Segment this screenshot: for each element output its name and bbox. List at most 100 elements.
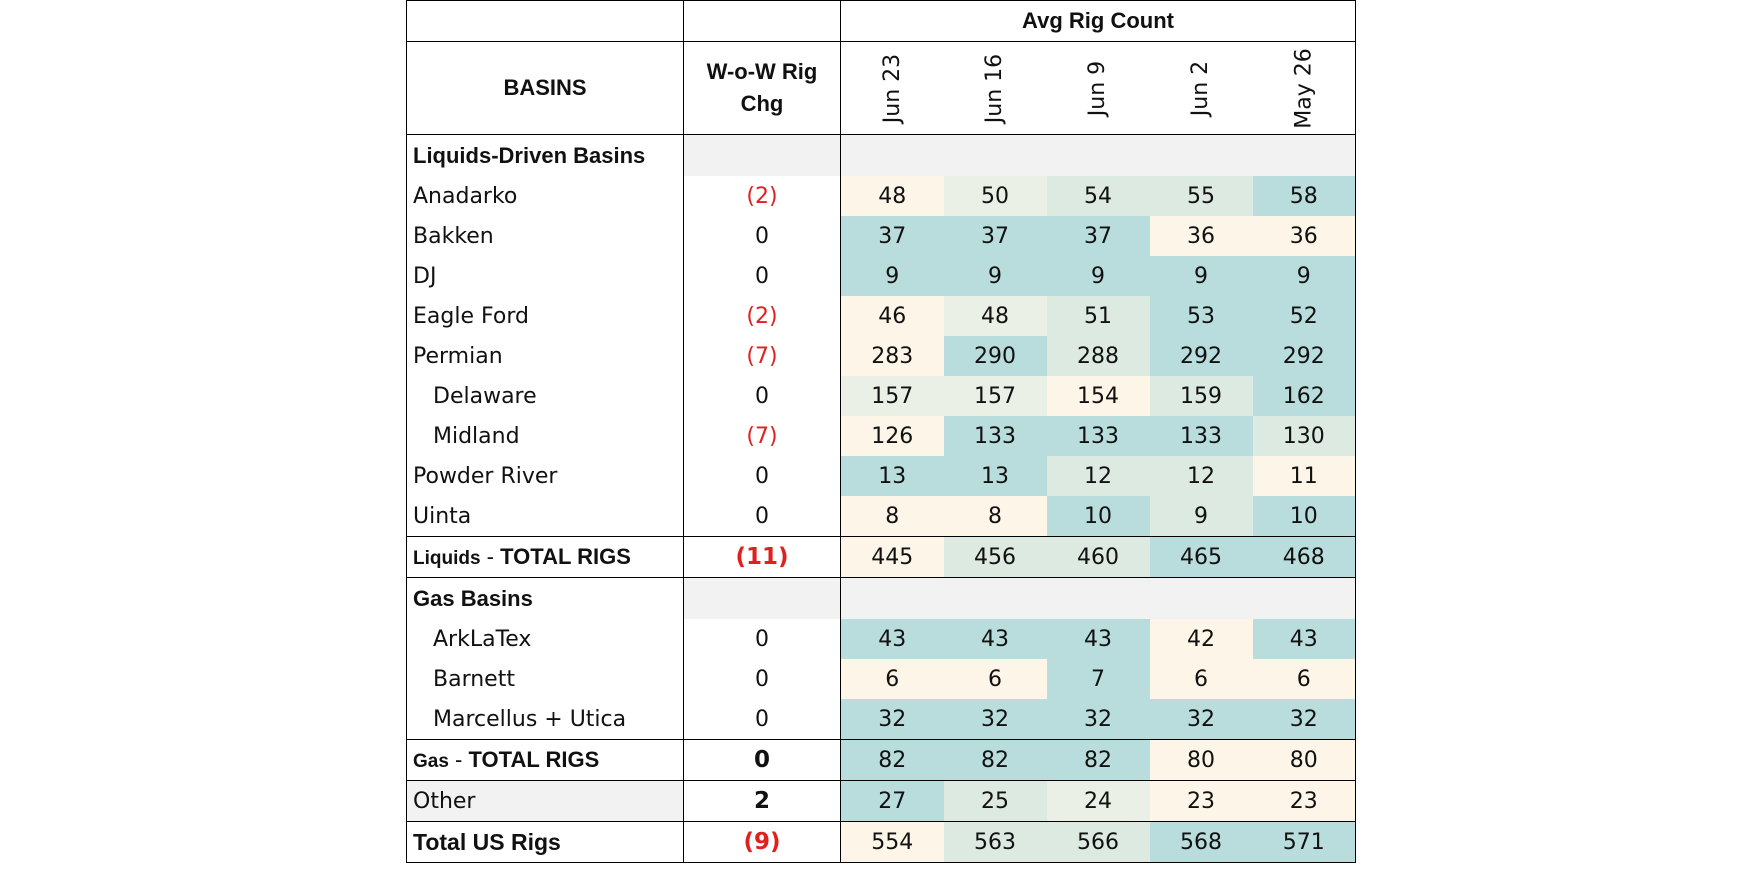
other-value-cell: 25 (943, 780, 1047, 822)
total-value-cell: 468 (1252, 536, 1357, 578)
value-cell: 43 (840, 619, 944, 659)
wow-change: 0 (683, 456, 841, 496)
table-row: Barnett 0 6 6 7 6 6 (406, 659, 1357, 699)
value-cell: 12 (1046, 456, 1150, 496)
basin-name: Delaware (406, 376, 684, 416)
basins-column-header: BASINS (406, 41, 684, 135)
value-cell: 9 (840, 256, 944, 296)
total-wow-change: 0 (683, 739, 841, 781)
value-cell: 292 (1149, 336, 1253, 376)
date-header-4: May 26 (1252, 41, 1357, 135)
value-cell: 43 (943, 619, 1047, 659)
total-row: Liquids - TOTAL RIGS (11) 445 456 460 465 468 (406, 536, 1357, 578)
value-cell: 32 (1149, 699, 1253, 740)
total-separator: - (480, 544, 501, 569)
table-row: Bakken 0 37 37 37 36 36 (406, 216, 1357, 256)
total-separator: - (448, 747, 469, 772)
total-value-cell: 82 (840, 739, 944, 781)
value-cell: 159 (1149, 376, 1253, 416)
value-cell: 290 (943, 336, 1047, 376)
date-label: Jun 9 (1085, 60, 1111, 116)
other-value-cell: 24 (1046, 780, 1150, 822)
value-cell: 37 (840, 216, 944, 256)
value-cell: 9 (1046, 256, 1150, 296)
value-cell: 11 (1252, 456, 1357, 496)
basin-name: Midland (406, 416, 684, 456)
value-cell: 133 (943, 416, 1047, 456)
basin-name: Anadarko (406, 176, 684, 216)
wow-change: 0 (683, 619, 841, 659)
wow-change: 0 (683, 256, 841, 296)
header-blank-2 (683, 0, 841, 42)
total-value-cell: 82 (943, 739, 1047, 781)
header-blank-1 (406, 0, 684, 42)
other-value-cell: 23 (1252, 780, 1357, 822)
wow-change-column-header: W-o-W Rig Chg (683, 41, 841, 135)
table-row: Uinta 0 8 8 10 9 10 (406, 496, 1357, 537)
wow-change: (7) (683, 336, 841, 376)
other-value-cell: 23 (1149, 780, 1253, 822)
basin-name: ArkLaTex (406, 619, 684, 659)
total-value-cell: 460 (1046, 536, 1150, 578)
total-text: TOTAL RIGS (500, 544, 631, 569)
section-header-row: Gas Basins (406, 577, 1357, 619)
section-label: Gas Basins (406, 577, 684, 619)
value-cell: 37 (1046, 216, 1150, 256)
section-fill (840, 577, 1357, 619)
us-total-row: Total US Rigs (9) 554 563 566 568 571 (406, 821, 1357, 863)
total-text: TOTAL RIGS (468, 747, 600, 772)
total-row: Gas - TOTAL RIGS 0 82 82 82 80 80 (406, 739, 1357, 781)
us-total-label: Total US Rigs (406, 821, 684, 863)
value-cell: 157 (943, 376, 1047, 416)
basin-name: Marcellus + Utica (406, 699, 684, 740)
total-wow-change: (11) (683, 536, 841, 578)
value-cell: 133 (1046, 416, 1150, 456)
other-row: Other 2 27 25 24 23 23 (406, 780, 1357, 822)
date-label: May 26 (1291, 47, 1317, 129)
basin-name: Eagle Ford (406, 296, 684, 336)
us-total-value-cell: 568 (1149, 821, 1253, 863)
value-cell: 12 (1149, 456, 1253, 496)
basin-name: Bakken (406, 216, 684, 256)
value-cell: 13 (943, 456, 1047, 496)
value-cell: 162 (1252, 376, 1357, 416)
total-label: Gas - TOTAL RIGS (406, 739, 684, 781)
value-cell: 32 (943, 699, 1047, 740)
value-cell: 42 (1149, 619, 1253, 659)
value-cell: 288 (1046, 336, 1150, 376)
us-total-wow-change: (9) (683, 821, 841, 863)
date-header-0: Jun 23 (840, 41, 944, 135)
value-cell: 126 (840, 416, 944, 456)
date-label: Jun 16 (982, 53, 1008, 123)
value-cell: 6 (840, 659, 944, 699)
basin-name: Barnett (406, 659, 684, 699)
total-prefix: Liquids (413, 548, 481, 569)
wow-change: 0 (683, 376, 841, 416)
us-total-value-cell: 566 (1046, 821, 1150, 863)
wow-header-line1: W-o-W Rig (706, 59, 818, 84)
value-cell: 6 (943, 659, 1047, 699)
section-fill (683, 577, 841, 619)
basin-name: Permian (406, 336, 684, 376)
table-row: Anadarko (2) 48 50 54 55 58 (406, 176, 1357, 216)
table-row: Marcellus + Utica 0 32 32 32 32 32 (406, 699, 1357, 740)
table-row: Eagle Ford (2) 46 48 51 53 52 (406, 296, 1357, 336)
table-row: Midland (7) 126 133 133 133 130 (406, 416, 1357, 456)
basin-name: DJ (406, 256, 684, 296)
value-cell: 9 (943, 256, 1047, 296)
table-row: Delaware 0 157 157 154 159 162 (406, 376, 1357, 416)
avg-rig-count-header: Avg Rig Count (840, 0, 1357, 42)
value-cell: 48 (943, 296, 1047, 336)
wow-change: 0 (683, 216, 841, 256)
value-cell: 10 (1252, 496, 1357, 537)
date-header-2: Jun 9 (1046, 41, 1150, 135)
section-fill (840, 134, 1357, 176)
other-value-cell: 27 (840, 780, 944, 822)
total-value-cell: 465 (1149, 536, 1253, 578)
value-cell: 50 (943, 176, 1047, 216)
value-cell: 43 (1252, 619, 1357, 659)
table-row: Permian (7) 283 290 288 292 292 (406, 336, 1357, 376)
value-cell: 32 (1252, 699, 1357, 740)
value-cell: 48 (840, 176, 944, 216)
table-row: DJ 0 9 9 9 9 9 (406, 256, 1357, 296)
